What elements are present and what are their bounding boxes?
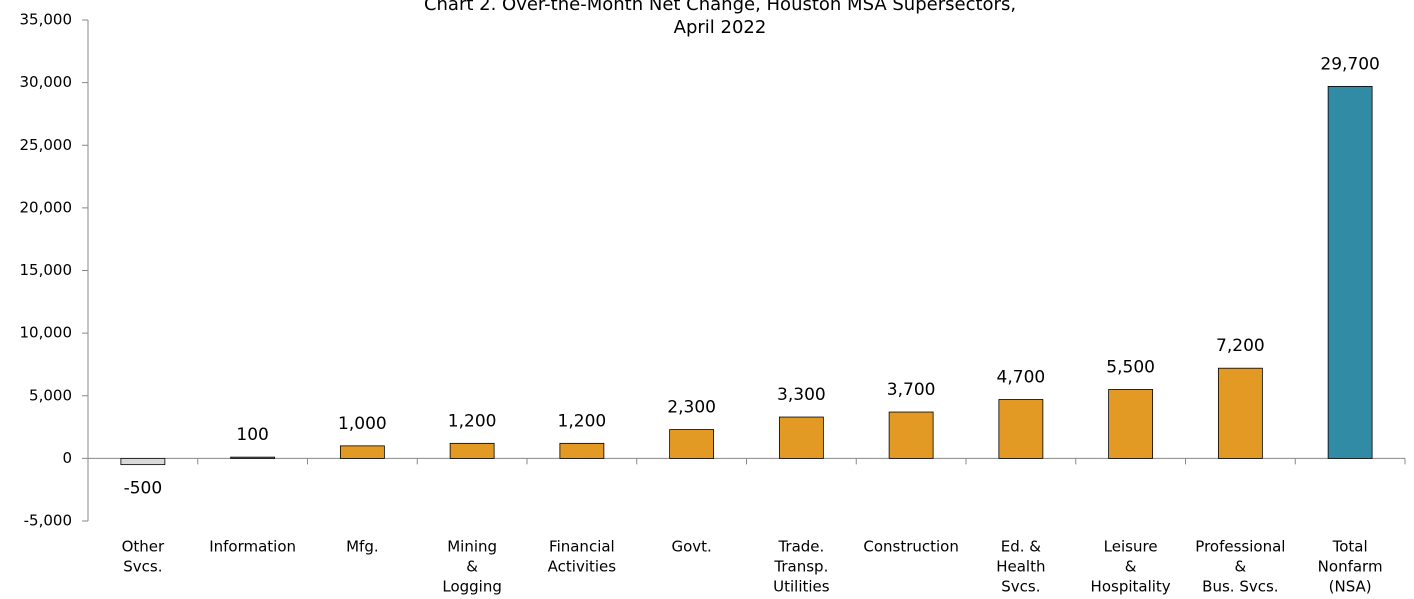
data-label: 3,300: [777, 385, 826, 405]
y-tick-label: 5,000: [29, 386, 72, 404]
chart-title: Chart 2. Over-the-Month Net Change, Hous…: [424, 0, 1016, 15]
x-tick-label: Logging: [442, 578, 502, 596]
y-tick-label: 20,000: [20, 198, 73, 216]
x-tick-label: Leisure: [1104, 538, 1158, 556]
data-label: 29,700: [1320, 54, 1379, 74]
bar: [559, 442, 605, 459]
bar: [998, 399, 1044, 459]
x-tick-label: Trade.: [777, 538, 824, 556]
bar: [339, 445, 385, 459]
y-tick-label: 0: [62, 449, 72, 467]
data-label: 1,000: [338, 414, 387, 434]
x-tick-label: &: [1235, 558, 1247, 576]
bar: [1108, 389, 1154, 459]
data-label: 7,200: [1216, 336, 1265, 356]
x-tick-label: Professional: [1195, 538, 1285, 556]
x-tick-label: Ed. &: [1001, 538, 1042, 556]
y-tick-label: 35,000: [20, 11, 73, 29]
x-tick-label: Transp.: [773, 558, 828, 576]
bar: [888, 411, 934, 459]
x-tick-label: Financial: [549, 538, 615, 556]
data-label: -500: [124, 479, 163, 499]
x-tick-label: Activities: [548, 558, 617, 576]
y-tick-label: 30,000: [20, 73, 73, 91]
bar: [449, 442, 495, 459]
data-label: 4,700: [997, 368, 1046, 388]
x-tick-label: Other: [122, 538, 165, 556]
x-tick-label: Mining: [447, 538, 497, 556]
x-tick-label: Bus. Svcs.: [1202, 578, 1278, 596]
x-tick-label: Mfg.: [346, 538, 379, 556]
data-label: 3,700: [887, 380, 936, 400]
x-tick-label: Hospitality: [1091, 578, 1171, 596]
data-label: 1,200: [558, 411, 607, 431]
x-tick-label: Health: [996, 558, 1045, 576]
x-tick-label: Construction: [863, 538, 959, 556]
data-label: 5,500: [1106, 357, 1155, 377]
data-label: 2,300: [667, 398, 716, 418]
y-tick-label: 25,000: [20, 136, 73, 154]
x-tick-label: &: [1125, 558, 1137, 576]
x-tick-label: Nonfarm: [1318, 558, 1383, 576]
x-tick-label: &: [466, 558, 478, 576]
bar: [120, 457, 166, 466]
data-label: 100: [236, 425, 268, 445]
bar: [1217, 367, 1263, 459]
bar: [230, 456, 276, 459]
x-tick-label: Information: [209, 538, 296, 556]
x-tick-label: Svcs.: [123, 558, 162, 576]
x-tick-label: Govt.: [671, 538, 711, 556]
bar: [1327, 85, 1373, 459]
bar: [669, 429, 715, 459]
y-tick-label: 15,000: [20, 261, 73, 279]
x-tick-label: Total: [1332, 538, 1368, 556]
x-tick-label: (NSA): [1329, 578, 1372, 596]
bar: [778, 416, 824, 459]
y-tick-label: -5,000: [24, 512, 72, 530]
x-tick-label: Utilities: [773, 578, 830, 596]
chart-title: April 2022: [674, 17, 767, 38]
x-tick-label: Svcs.: [1001, 578, 1040, 596]
data-label: 1,200: [448, 411, 497, 431]
y-tick-label: 10,000: [20, 324, 73, 342]
